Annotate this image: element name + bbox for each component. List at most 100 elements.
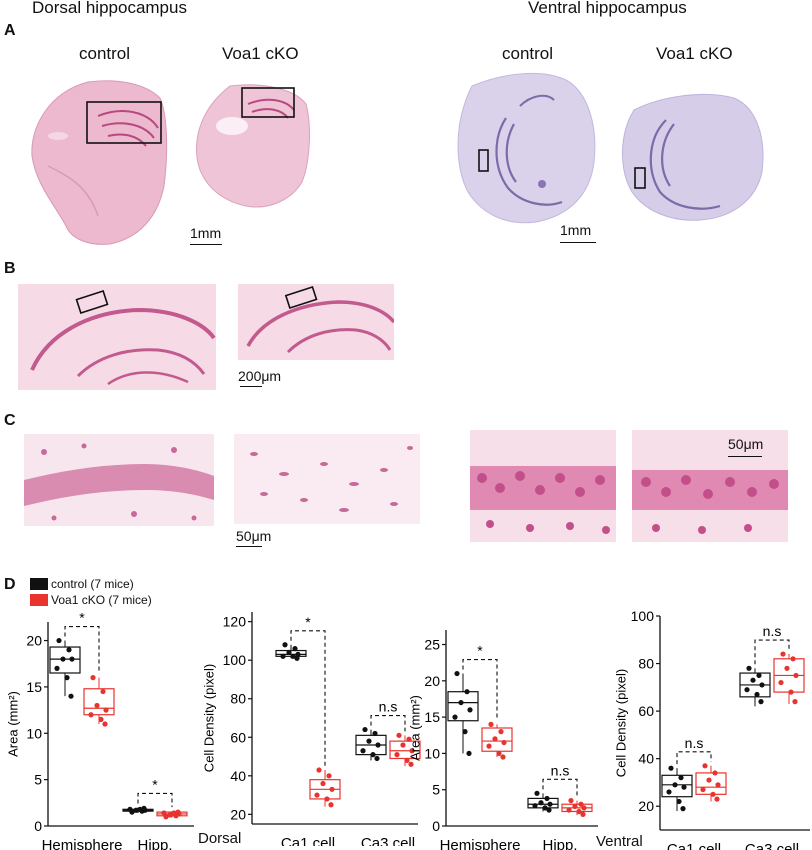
data-point — [280, 653, 286, 659]
y-axis-label: Cell Density (pixel) — [613, 669, 628, 777]
data-point — [568, 797, 574, 804]
data-point — [496, 750, 502, 757]
y-tick-label: 5 — [34, 772, 42, 788]
y-tick-label: 60 — [638, 703, 654, 719]
y-tick-label: 100 — [631, 608, 655, 624]
histology-ventral-control — [457, 72, 596, 224]
data-point — [294, 655, 300, 661]
data-point — [744, 687, 750, 693]
y-axis-label: Cell Density (pixel) — [201, 664, 216, 772]
y-tick-label: 10 — [424, 745, 440, 761]
significance-label: * — [79, 610, 85, 626]
panel-label-a: A — [4, 22, 16, 39]
y-tick-label: 60 — [230, 729, 246, 745]
data-point — [362, 726, 368, 733]
x-category-label: Ca3 cell — [361, 835, 415, 846]
scalebar-a-dorsal — [190, 244, 222, 245]
x-category-label: Ca1 cell — [281, 835, 335, 846]
box — [49, 646, 81, 674]
x-category-label: Hemisphere — [42, 837, 123, 850]
significance-bracket — [370, 715, 406, 732]
data-point — [292, 646, 298, 652]
significance-label: n.s — [551, 762, 570, 778]
data-point — [542, 805, 548, 811]
data-point — [702, 763, 708, 769]
data-point — [668, 765, 674, 771]
data-point — [710, 791, 716, 797]
x-category-label: Hemisphere — [440, 837, 521, 850]
data-point — [680, 806, 686, 812]
data-point — [90, 675, 96, 681]
roi-box-ventral-cko — [634, 167, 646, 189]
box — [481, 727, 513, 752]
data-point — [462, 729, 468, 735]
data-point — [316, 767, 322, 773]
legend-swatch-control — [30, 578, 48, 590]
data-point — [678, 775, 684, 781]
roi-box-dorsal-control — [86, 101, 162, 144]
data-point — [538, 800, 544, 806]
data-point — [102, 721, 108, 727]
data-point — [576, 808, 582, 815]
significance-label: n.s — [379, 699, 398, 715]
data-point — [547, 801, 553, 807]
header-dorsal: Dorsal hippocampus — [32, 0, 187, 17]
histology-ventral-cko — [622, 93, 764, 221]
data-point — [790, 656, 796, 662]
roi-box-b-cko — [284, 285, 318, 309]
scalebar-label-a-ventral: 1mm — [560, 222, 592, 238]
box — [83, 688, 115, 716]
data-point — [681, 784, 687, 790]
data-point — [700, 786, 706, 793]
data-point — [175, 809, 181, 815]
data-point — [326, 773, 332, 779]
y-tick-label: 80 — [638, 656, 654, 672]
y-tick-label: 20 — [638, 798, 654, 814]
data-point — [286, 649, 292, 656]
data-point — [706, 777, 712, 783]
histology-b-cko — [238, 284, 394, 360]
data-point — [756, 672, 762, 679]
scalebar-label-c-left: 50μm — [236, 528, 272, 544]
data-point — [544, 795, 550, 802]
data-point — [404, 757, 410, 763]
significance-bracket — [137, 792, 173, 808]
data-point — [100, 688, 106, 695]
box — [447, 691, 479, 722]
panel-label-c: C — [4, 412, 16, 429]
scalebar-b — [240, 386, 262, 387]
y-tick-label: 5 — [432, 782, 440, 798]
x-category-label: Ca1 cell — [667, 841, 721, 850]
data-point — [492, 736, 498, 742]
panel-label-d: D — [4, 576, 16, 593]
y-tick-label: 25 — [424, 637, 440, 653]
data-point — [784, 665, 790, 671]
significance-bracket — [542, 778, 578, 797]
data-point — [788, 689, 794, 695]
data-point — [408, 761, 414, 767]
histology-b-control — [18, 284, 216, 390]
data-point — [488, 721, 494, 727]
x-category-label: Ca3 cell — [745, 841, 799, 850]
y-tick-label: 100 — [223, 652, 247, 668]
data-point — [400, 742, 406, 748]
data-point — [328, 802, 334, 808]
roi-box-dorsal-cko — [241, 87, 295, 118]
data-point — [372, 730, 378, 737]
data-point — [375, 742, 381, 748]
y-tick-label: 20 — [230, 806, 246, 822]
data-point — [161, 810, 167, 816]
data-point — [578, 801, 584, 807]
data-point — [452, 714, 458, 720]
histology-c-ventral-cko — [632, 430, 788, 542]
data-point — [127, 806, 133, 812]
data-point — [467, 707, 473, 713]
chart-ventral-density: 20 40 60 80 100 Cell Density (pixel) Ca1 cell n… — [613, 608, 810, 850]
data-point — [56, 637, 62, 644]
histology-c-ventral-control — [470, 430, 616, 542]
data-point — [324, 796, 330, 802]
box — [661, 774, 693, 798]
y-tick-label: 20 — [26, 633, 42, 649]
data-point — [396, 732, 402, 738]
histology-c-dorsal-control — [24, 434, 214, 526]
